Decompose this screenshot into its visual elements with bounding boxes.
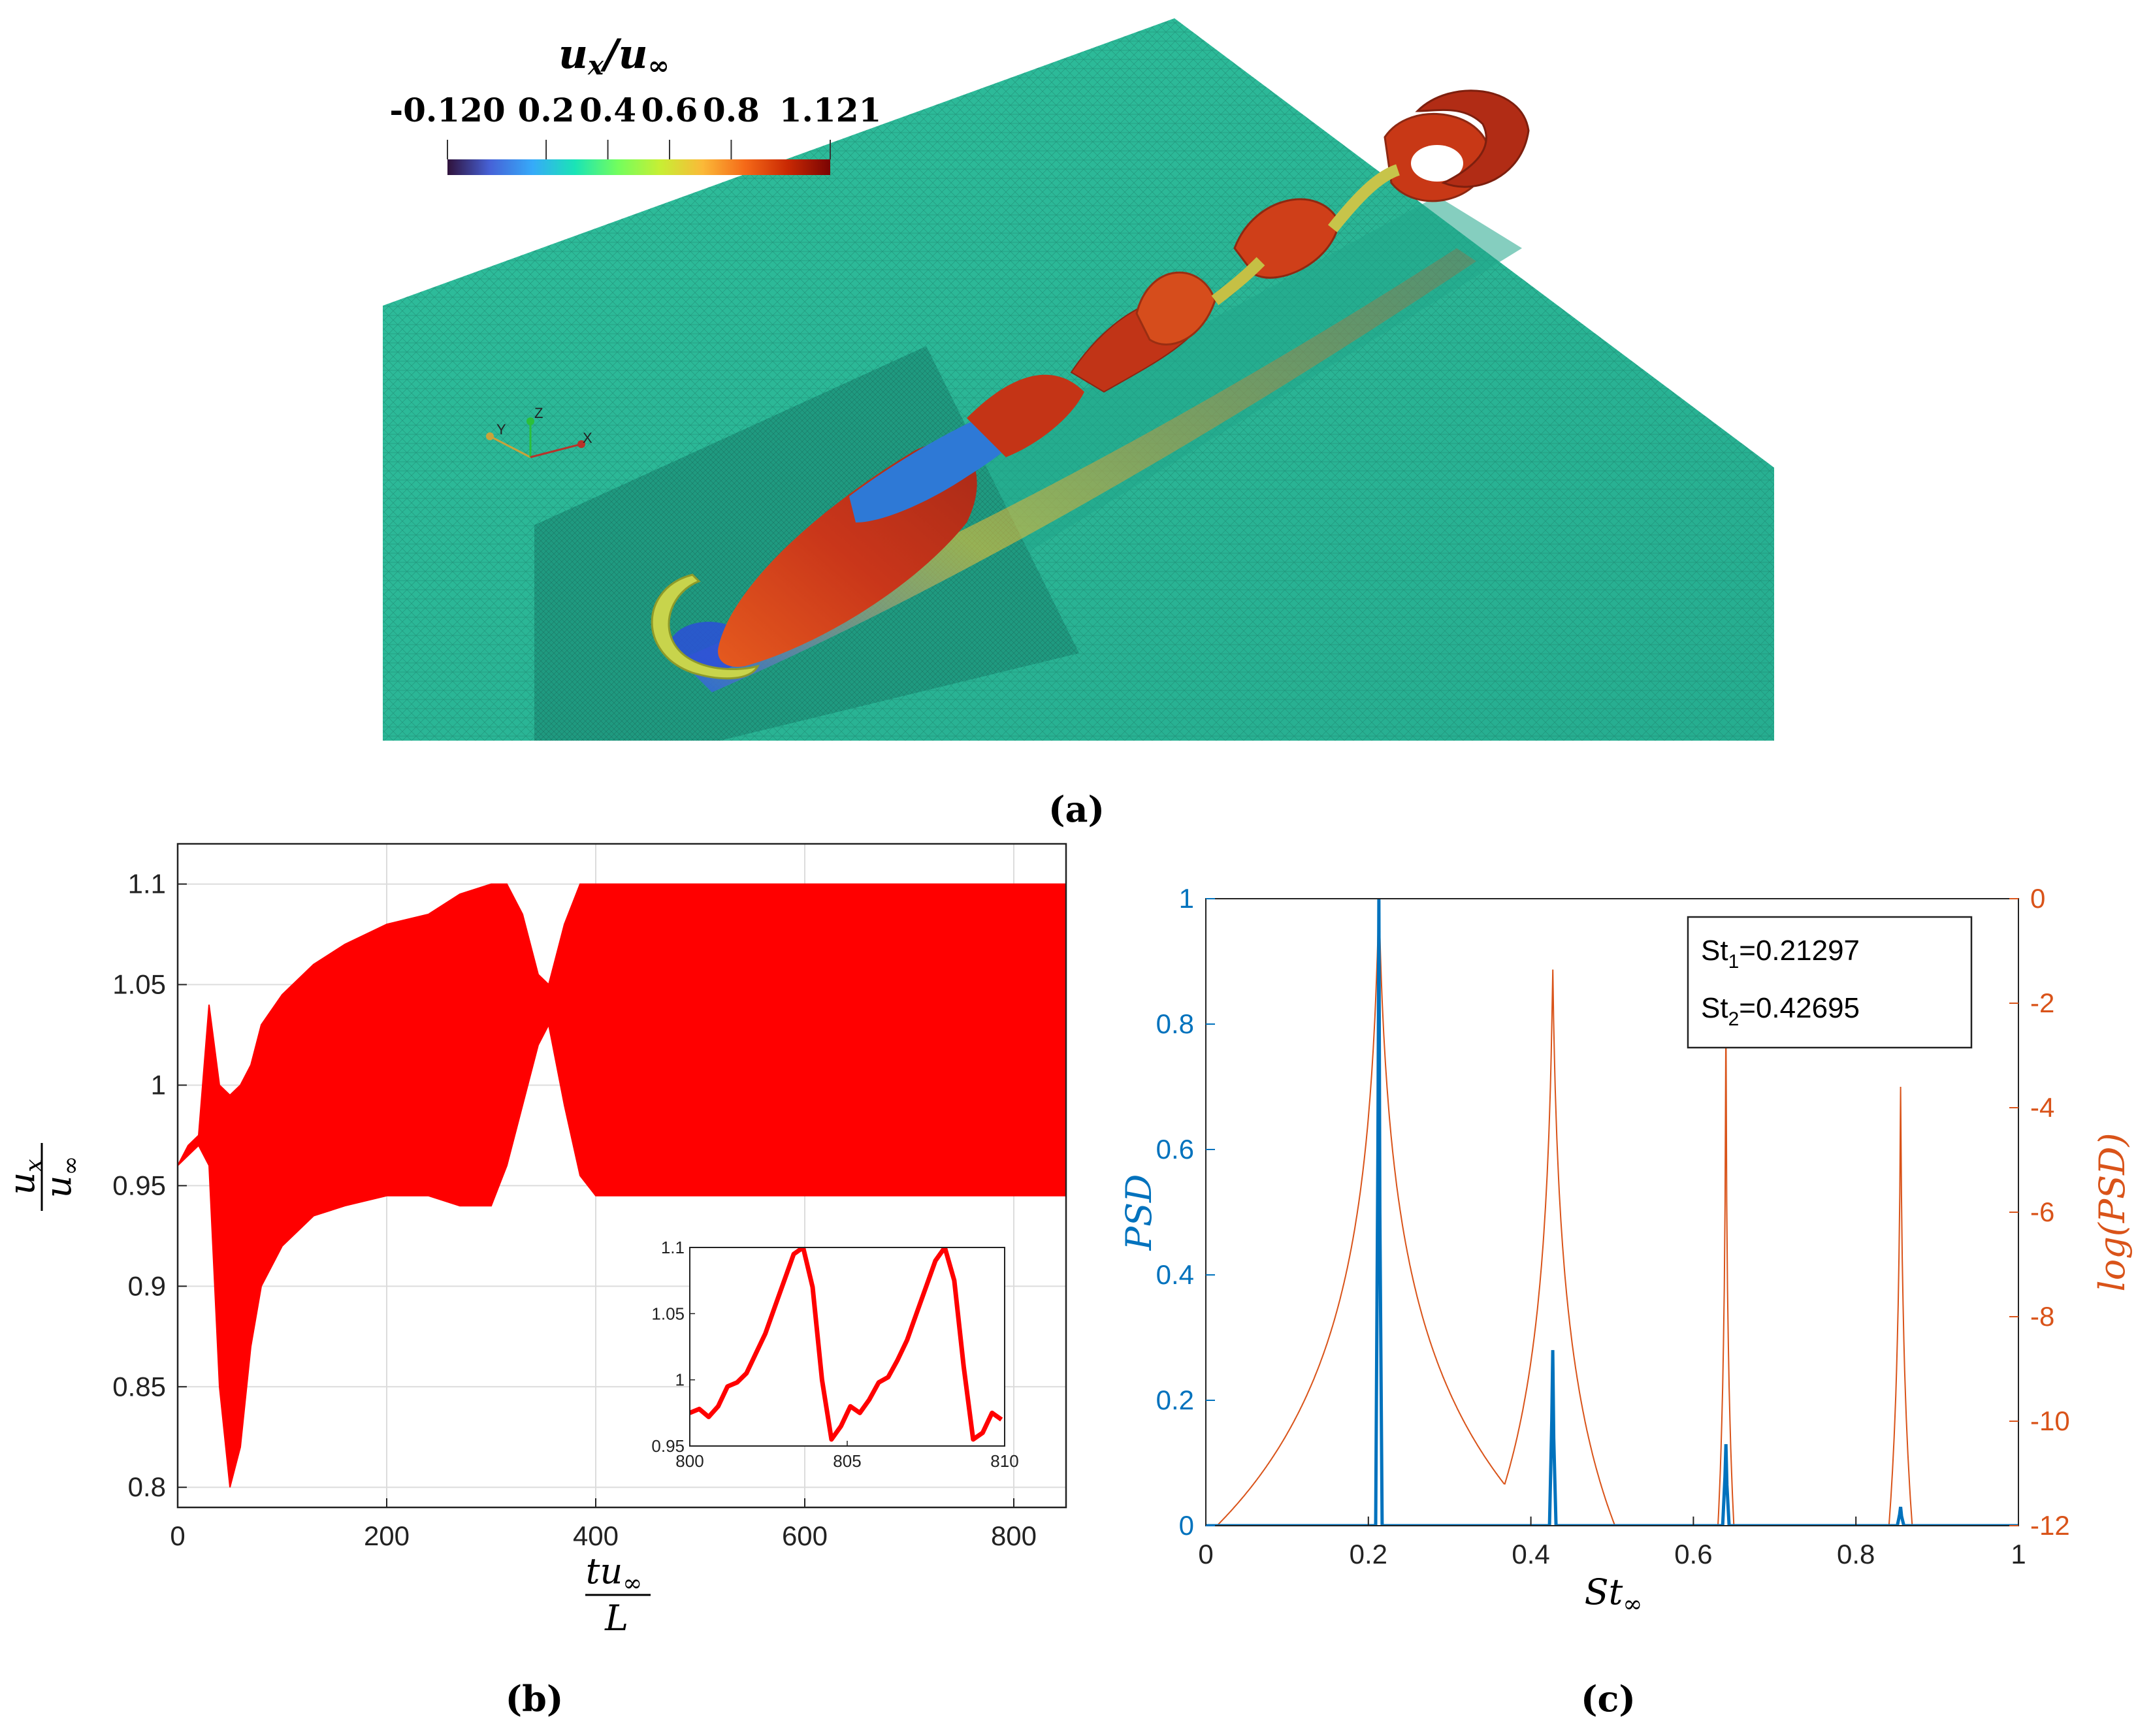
svg-text:tu∞: tu∞ [586, 1551, 642, 1597]
inset-x-tick-label: 810 [990, 1451, 1018, 1471]
x-tick-label: 0 [170, 1520, 185, 1551]
x-tick-label: 0.6 [1674, 1539, 1712, 1569]
x-tick-label: 0.8 [1837, 1539, 1875, 1569]
y-left-tick-label: 1 [1179, 883, 1194, 914]
vortex-ring-hole [1411, 145, 1463, 182]
axis-y-label: Y [496, 421, 506, 438]
inset-x-tick-label: 805 [833, 1451, 861, 1471]
x-tick-label: 800 [991, 1520, 1037, 1551]
y-right-tick-label: -6 [2030, 1197, 2054, 1227]
colorbar-title: ux/u∞ [558, 30, 670, 81]
colorbar-tick-label: -0.120 [389, 91, 505, 129]
chart-b-inset: 800 805 810 0.95 1 1.05 1.1 [651, 1238, 1018, 1471]
svg-text:L: L [604, 1598, 628, 1639]
vortex-ring-4 [1415, 89, 1530, 188]
legend-entry-1: St1=0.21297 [1701, 935, 1860, 972]
chart-c-ylabel-left: PSD [1118, 1174, 1159, 1251]
x-tick-label: 200 [364, 1520, 410, 1551]
y-tick-label: 0.95 [112, 1170, 166, 1200]
colorbar-gradient [447, 159, 830, 175]
colorbar-tick-label: 0.4 [579, 91, 636, 129]
y-tick-label: 1 [151, 1069, 166, 1100]
y-right-tick-label: -8 [2030, 1301, 2054, 1332]
horseshoe-vortex [651, 573, 760, 680]
chart-c-xlabel: St∞ [1585, 1571, 1643, 1618]
x-tick-label: 1 [2011, 1539, 2026, 1569]
y-tick-label: 0.9 [128, 1270, 166, 1301]
chart-c-legend: St1=0.21297 St2=0.42695 [1687, 916, 1973, 1049]
axes-triad: Y Z X [486, 405, 592, 458]
chart-c-psd-line [1206, 899, 2018, 1526]
inset-y-tick-label: 1.1 [661, 1238, 685, 1257]
x-tick-label: 400 [573, 1520, 619, 1551]
inset-ticks: 800 805 810 0.95 1 1.05 1.1 [651, 1238, 1018, 1471]
axis-x-label: X [583, 430, 592, 446]
y-left-tick-label: 0.6 [1156, 1134, 1194, 1165]
caption-a: (a) [1048, 788, 1105, 830]
y-right-tick-label: -12 [2030, 1510, 2070, 1541]
vortex-connector-2 [1327, 164, 1400, 233]
x-tick-label: 0.2 [1350, 1539, 1387, 1569]
y-tick-label: 1.05 [112, 969, 166, 1000]
x-tick-label: 600 [782, 1520, 828, 1551]
chart-c-ylabel-right: log(PSD) [2092, 1133, 2133, 1291]
colorbar-tick-label: 0.2 [518, 91, 575, 129]
y-left-tick-label: 0.4 [1156, 1259, 1194, 1290]
colorbar-tick-label: 1.121 [779, 91, 882, 129]
legend-box [1687, 916, 1973, 1049]
y-left-tick-label: 0.2 [1156, 1385, 1194, 1415]
inset-y-tick-label: 1 [675, 1370, 685, 1390]
caption-c: (c) [1581, 1678, 1636, 1720]
y-right-tick-label: -10 [2030, 1406, 2070, 1436]
inset-y-tick-label: 0.95 [651, 1436, 685, 1456]
y-tick-label: 1.1 [128, 869, 166, 899]
inset-y-tick-label: 1.05 [651, 1304, 685, 1323]
panel-c: 0 0.2 0.4 0.6 0.8 1 0 0.2 0.4 0.6 0.8 1 0 -2 -4 -6 -8 -10… [1118, 883, 2133, 1720]
chart-b-envelope [178, 883, 1066, 1488]
axis-z-label: Z [534, 405, 543, 421]
chart-b-ylabel: ux u∞ [1, 1143, 84, 1211]
y-right-tick-label: 0 [2030, 883, 2045, 914]
colorbar-tick-label: 0.6 [641, 91, 698, 129]
legend-entry-2: St2=0.42695 [1701, 992, 1860, 1030]
svg-text:u∞: u∞ [38, 1156, 84, 1198]
chart-c-log-psd-line [1216, 899, 1913, 1526]
colorbar-ticks: -0.120 0.2 0.4 0.6 0.8 1.121 [389, 91, 881, 159]
y-right-tick-label: -4 [2030, 1092, 2054, 1123]
vortex-connector-1 [1211, 257, 1265, 306]
chart-b-xlabel: tu∞ L [585, 1551, 651, 1639]
colorbar-tick-label: 0.8 [703, 91, 760, 129]
y-left-tick-label: 0.8 [1156, 1008, 1194, 1039]
caption-b: (b) [506, 1678, 564, 1720]
inset-x-tick-label: 800 [675, 1451, 704, 1471]
vortex-tube-1 [967, 374, 1084, 457]
y-tick-label: 0.85 [112, 1371, 166, 1402]
y-right-tick-label: -2 [2030, 988, 2054, 1018]
y-tick-label: 0.8 [128, 1471, 166, 1502]
y-left-tick-label: 0 [1179, 1510, 1194, 1541]
colorbar: ux/u∞ -0.120 0.2 0.4 0.6 0.8 1.121 [389, 30, 881, 175]
inset-line [690, 1247, 1003, 1442]
x-tick-label: 0.4 [1512, 1539, 1549, 1569]
chart-b-ticks: 0 200 400 600 800 0.8 0.85 0.9 0.95 1 1.05 1.1 [112, 869, 1037, 1551]
chart-b-frame [176, 843, 1067, 1509]
chart-c-ticks: 0 0.2 0.4 0.6 0.8 1 0 0.2 0.4 0.6 0.8 1 0 -2 -4 -6 -8 -10… [1156, 883, 2070, 1569]
panel-a-scene: Y Z X ux/u∞ -0.120 0.2 0.4 0.6 0.8 1.121 (a) [383, 18, 1774, 830]
x-tick-label: 0 [1198, 1539, 1213, 1569]
